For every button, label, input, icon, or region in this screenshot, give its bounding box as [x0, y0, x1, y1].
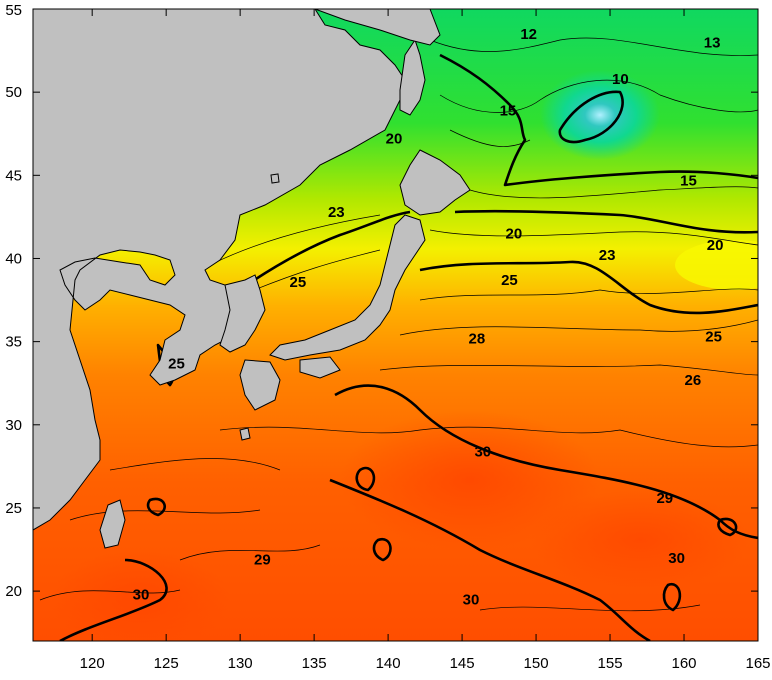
contour-label: 20 — [386, 131, 403, 148]
contour-label: 20 — [506, 226, 523, 243]
y-tick-label: 35 — [5, 334, 22, 351]
isotherm-15 — [439, 53, 758, 187]
y-axis: 55 50 45 40 35 30 25 20 — [5, 2, 758, 600]
contour-label: 20 — [707, 237, 724, 254]
cold-core-region — [540, 70, 660, 160]
y-tick-label: 40 — [5, 250, 22, 267]
warm-pool-east — [530, 490, 750, 590]
sakhalin — [399, 38, 426, 116]
contour-label: 12 — [520, 26, 537, 43]
isotherm-10-ring — [558, 90, 624, 144]
contour-label: 30 — [668, 550, 685, 567]
warm-pool-west — [50, 550, 230, 641]
x-tick-label: 140 — [376, 655, 401, 672]
contour-label: 29 — [254, 552, 271, 569]
warm-eddy-5 — [717, 517, 738, 537]
warm-eddy-2 — [372, 537, 392, 562]
contour-label: 28 — [469, 330, 486, 347]
y-tick-label: 30 — [5, 417, 22, 434]
kyushu — [239, 359, 281, 411]
island-okinawa — [239, 427, 251, 441]
x-tick-label: 155 — [598, 655, 623, 672]
contour-label: 30 — [463, 591, 480, 608]
island-small-1 — [270, 173, 280, 184]
thick-contours — [59, 53, 758, 641]
x-tick-label: 160 — [672, 655, 697, 672]
taiwan — [99, 499, 126, 549]
contour-label: 13 — [704, 34, 721, 51]
isotherm-20 — [454, 209, 758, 234]
contour-labels: 12 13 10 15 20 15 23 20 20 23 25 25 28 25 25 26 30 29 29 30… — [133, 26, 724, 608]
y-tick-label: 25 — [5, 500, 22, 517]
isotherm-30-south — [329, 478, 651, 641]
contour-label: 29 — [656, 490, 673, 507]
x-tick-label: 150 — [524, 655, 549, 672]
warm-pool-center — [340, 410, 600, 550]
warm-eddy-3 — [146, 497, 166, 517]
x-tick-label: 165 — [745, 655, 770, 672]
x-axis: 120 125 130 135 140 145 150 155 160 165 — [80, 9, 771, 672]
shikoku — [299, 356, 341, 379]
y-tick-label: 50 — [5, 84, 22, 101]
contour-label: 15 — [680, 172, 697, 189]
asian-mainland — [33, 9, 406, 531]
contour-label: 30 — [474, 443, 491, 460]
hokkaido — [399, 149, 471, 216]
x-tick-label: 135 — [302, 655, 327, 672]
contour-label: 25 — [501, 272, 518, 289]
y-tick-label: 55 — [5, 2, 22, 19]
warm-eddy-1 — [355, 466, 376, 492]
x-tick-label: 125 — [154, 655, 179, 672]
contour-label: 25 — [705, 329, 722, 346]
plot-frame — [32, 8, 759, 642]
contour-label: 30 — [133, 586, 150, 603]
x-tick-label: 145 — [450, 655, 475, 672]
honshu — [269, 214, 426, 361]
land-masses — [33, 9, 471, 549]
contour-label: 25 — [290, 274, 307, 291]
warm-anomaly-east — [675, 240, 758, 290]
contour-label: 10 — [612, 71, 629, 88]
contour-label: 23 — [599, 247, 616, 264]
contour-label: 23 — [328, 204, 345, 221]
plot-area: 12 13 10 15 20 15 23 20 20 23 25 25 28 25 25 26 30 29 29 30… — [33, 9, 758, 641]
contour-label: 15 — [500, 102, 517, 119]
x-tick-label: 120 — [80, 655, 105, 672]
x-tick-label: 130 — [228, 655, 253, 672]
isotherm-30-west — [59, 558, 168, 641]
isotherm-25 — [419, 260, 758, 315]
warm-eddy-4 — [662, 582, 682, 612]
contour-label: 26 — [685, 372, 702, 389]
y-tick-label: 45 — [5, 167, 22, 184]
kamchatka-coast — [314, 9, 441, 46]
y-tick-label: 20 — [5, 583, 22, 600]
korean-peninsula — [219, 274, 266, 353]
contour-label: 25 — [168, 355, 185, 372]
